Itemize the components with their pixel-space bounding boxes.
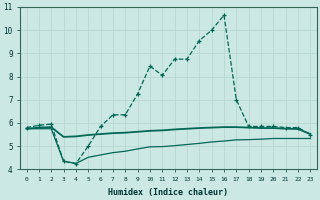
X-axis label: Humidex (Indice chaleur): Humidex (Indice chaleur) [108,188,228,197]
